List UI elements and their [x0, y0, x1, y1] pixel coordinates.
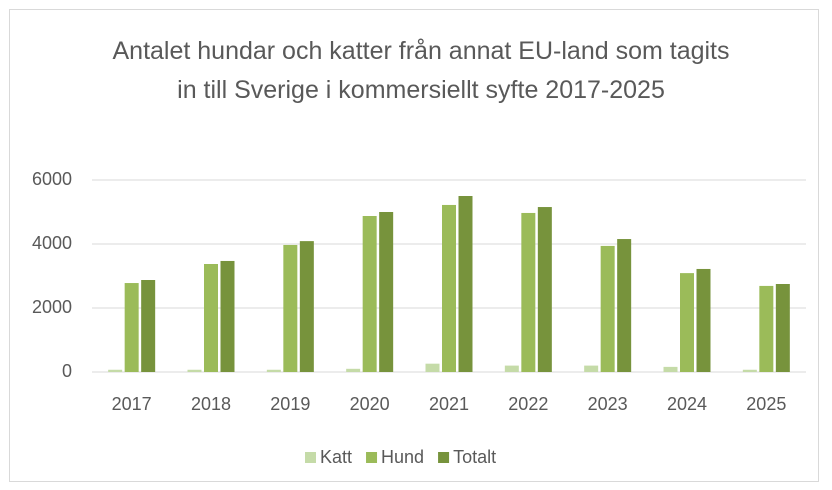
x-tick-label: 2023 — [588, 394, 628, 414]
bar — [187, 369, 202, 372]
y-tick-label: 4000 — [32, 233, 72, 253]
x-tick-label: 2017 — [112, 394, 152, 414]
bar — [299, 241, 314, 372]
bar — [124, 283, 139, 372]
bar — [759, 285, 774, 372]
x-tick-label: 2025 — [746, 394, 786, 414]
bar — [346, 368, 361, 372]
y-tick-label: 0 — [62, 361, 72, 381]
bar — [617, 239, 632, 372]
bar — [537, 207, 552, 372]
bar — [141, 280, 156, 372]
x-tick-label: 2018 — [191, 394, 231, 414]
bar — [584, 365, 599, 372]
bar — [504, 365, 519, 372]
bar — [696, 268, 711, 372]
legend-label: Katt — [320, 447, 352, 467]
bar — [379, 212, 394, 372]
bar — [742, 369, 757, 372]
chart-title: Antalet hundar och katter från annat EU-… — [112, 37, 730, 104]
x-tick-label: 2019 — [270, 394, 310, 414]
legend-swatch — [366, 452, 378, 463]
y-tick-label: 6000 — [32, 169, 72, 189]
x-tick-label: 2022 — [508, 394, 548, 414]
y-tick-label: 2000 — [32, 297, 72, 317]
bar — [266, 369, 281, 372]
bar — [600, 245, 615, 372]
bar — [283, 244, 298, 372]
bar — [108, 369, 123, 372]
bar — [680, 273, 694, 372]
bar — [458, 196, 473, 372]
x-tick-label: 2021 — [429, 394, 469, 414]
bar — [442, 204, 456, 372]
x-tick-label: 2020 — [350, 394, 390, 414]
x-tick-label: 2024 — [667, 394, 707, 414]
legend-label: Totalt — [453, 447, 496, 467]
bar — [220, 260, 235, 372]
legend-swatch — [305, 452, 316, 463]
bar — [663, 366, 678, 372]
bar — [425, 363, 440, 372]
legend-label: Hund — [381, 447, 424, 467]
bar — [204, 264, 218, 372]
chart-frame — [9, 9, 819, 482]
bar — [362, 216, 377, 372]
legend-swatch — [438, 452, 450, 463]
bar — [775, 284, 790, 372]
bar — [521, 212, 536, 372]
